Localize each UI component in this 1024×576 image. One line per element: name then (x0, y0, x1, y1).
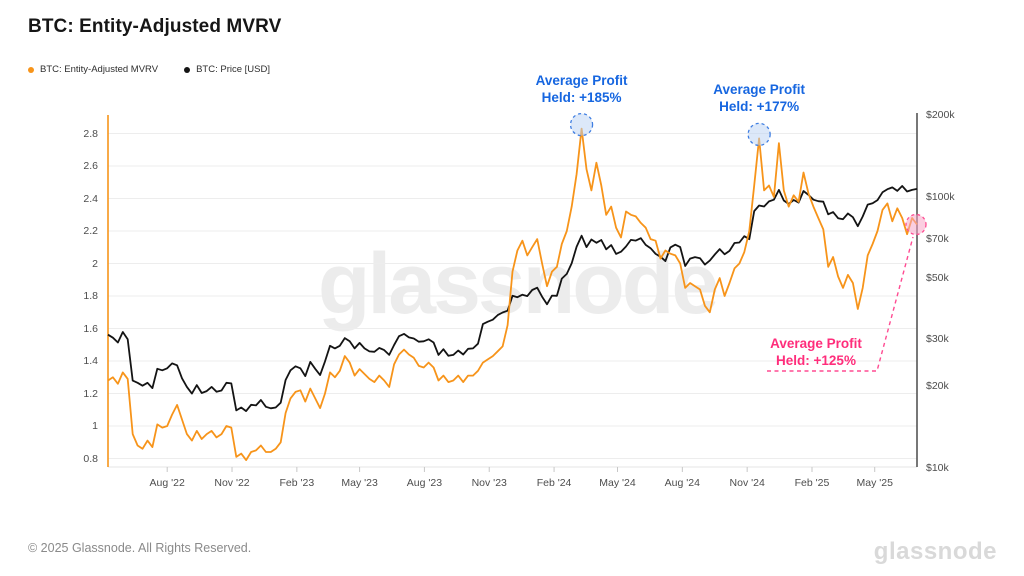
x-axis-tick-label: Aug '22 (149, 477, 185, 489)
y-axis-tick-label-mvrv: 0.8 (83, 452, 98, 465)
mvrv-line (107, 127, 918, 462)
x-axis-tick-label: Aug '24 (664, 477, 700, 489)
y-axis-tick-label-mvrv: 2.6 (83, 160, 98, 172)
x-axis-tick-label: Nov '24 (729, 477, 765, 489)
y-axis-tick-label-price: $50k (926, 272, 949, 285)
glassnode-logo[interactable]: glassnode (873, 538, 997, 565)
y-axis-tick-label-mvrv: 1.4 (83, 355, 98, 367)
y-axis-tick-label-mvrv: 1.2 (83, 387, 98, 400)
legend-item-price[interactable]: BTC: Price [USD] (184, 64, 270, 75)
y-axis-tick-label-mvrv: 1 (92, 420, 98, 432)
price-line (107, 185, 918, 413)
y-axis-tick-label-price: $100k (926, 190, 955, 203)
glassnode-watermark: glassnode (317, 236, 719, 332)
annotation-line: Average Profit (770, 336, 862, 351)
x-axis-tick-label: Feb '25 (794, 477, 830, 489)
x-axis-tick-label: May '25 (856, 477, 893, 489)
x-axis-tick-label: May '24 (599, 477, 636, 489)
copyright-text: © 2025 Glassnode. All Rights Reserved. (28, 541, 252, 555)
x-axis-tick-label: Feb '23 (279, 477, 315, 489)
legend-label-mvrv: BTC: Entity-Adjusted MVRV (40, 64, 159, 75)
page-title: BTC: Entity-Adjusted MVRV (28, 16, 282, 37)
annotation-line: Held: +125% (776, 353, 856, 368)
annotation-leader-line (767, 236, 914, 372)
annotation-line: Held: +177% (719, 99, 800, 115)
peak-highlight-circle (569, 112, 594, 137)
y-axis-tick-label-price: $20k (926, 380, 949, 393)
annotation-avg-profit-185: Average Profit Held: +185% (487, 72, 677, 106)
x-axis-tick-label: Feb '24 (536, 477, 572, 489)
chart-legend: BTC: Entity-Adjusted MVRV BTC: Price [US… (28, 64, 270, 75)
y-axis-tick-label-price: $30k (926, 332, 949, 345)
annotation-line: Held: +185% (541, 89, 622, 105)
legend-item-mvrv[interactable]: BTC: Entity-Adjusted MVRV (28, 64, 158, 75)
y-axis-tick-label-mvrv: 2 (92, 257, 98, 270)
annotation-line: Average Profit (713, 82, 806, 98)
y-axis-tick-label-price: $200k (926, 109, 955, 121)
peak-highlight-circle (747, 122, 771, 147)
x-axis-tick-label: Nov '22 (214, 477, 250, 489)
annotation-line: Average Profit (535, 72, 628, 88)
y-axis-tick-label-mvrv: 1.8 (83, 290, 98, 302)
y-axis-tick-label-price: $70k (926, 232, 949, 245)
y-axis-tick-label-mvrv: 2.2 (83, 225, 98, 237)
y-axis-tick-label-price: $10k (926, 461, 949, 474)
latest-point-circle (905, 213, 927, 236)
annotation-avg-profit-177: Average Profit Held: +177% (664, 81, 854, 115)
x-axis-tick-label: Aug '23 (406, 477, 443, 489)
y-axis-tick-label-mvrv: 2.4 (83, 192, 98, 205)
y-axis-tick-label-mvrv: 1.6 (83, 322, 98, 335)
y-axis-tick-label-mvrv: 2.8 (83, 127, 98, 140)
annotation-avg-profit-125: Average Profit Held: +125% (721, 335, 911, 369)
mvrv-series-dot-icon (28, 66, 34, 73)
x-axis-tick-label: Nov '23 (471, 477, 507, 489)
price-series-dot-icon (184, 66, 191, 73)
legend-label-price: BTC: Price [USD] (196, 64, 270, 75)
x-axis-tick-label: May '23 (341, 477, 378, 489)
